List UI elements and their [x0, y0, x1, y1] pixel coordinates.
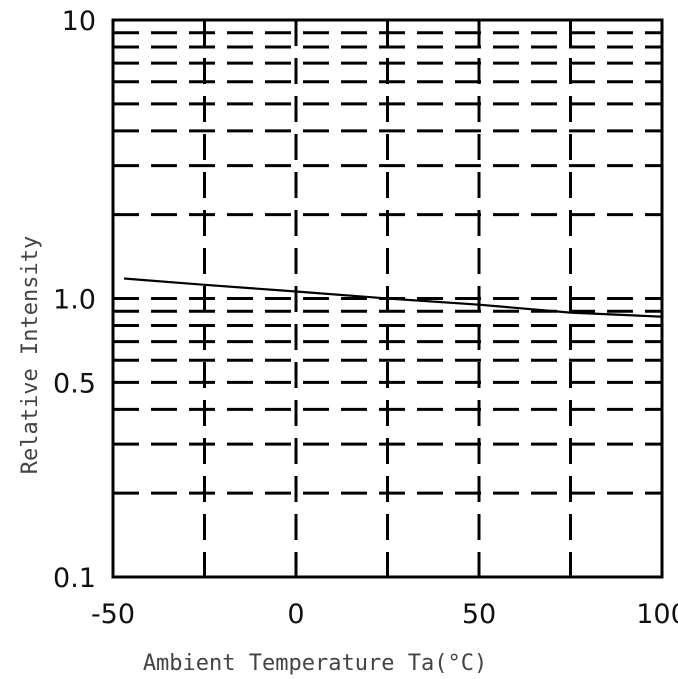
- x-tick-label: 100: [636, 599, 678, 630]
- y-tick-label: 1.0: [53, 285, 96, 316]
- series-group: [123, 277, 663, 318]
- y-axis-label: Relative Intensity: [18, 236, 43, 474]
- x-tick-label: 50: [462, 599, 496, 630]
- y-tick-label: 0.1: [53, 563, 96, 594]
- x-tick-label: -50: [91, 599, 135, 630]
- x-axis-label: Ambient Temperature Ta(°C): [143, 651, 487, 676]
- tick-labels: -50 0 50 100 10 1.0 0.5 0.1: [53, 6, 678, 630]
- y-tick-label: 10: [62, 6, 96, 37]
- x-tick-label: 0: [287, 599, 304, 630]
- plot-frame: [111, 18, 664, 579]
- grid-lines: [113, 20, 662, 577]
- y-tick-label: 0.5: [53, 368, 96, 399]
- series-line: [123, 277, 663, 318]
